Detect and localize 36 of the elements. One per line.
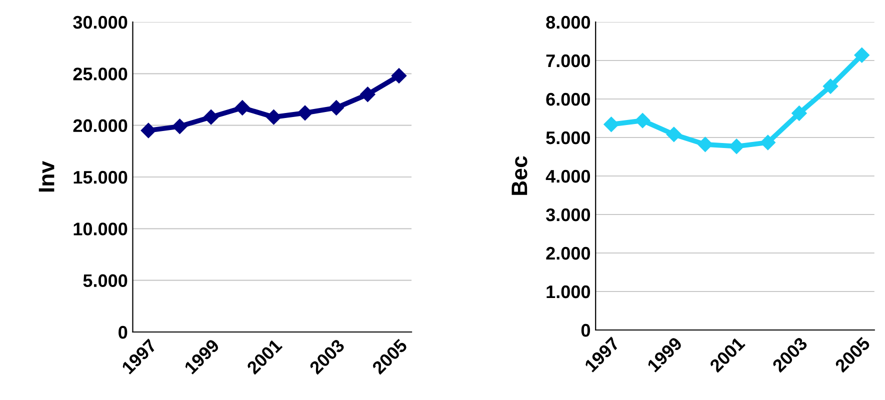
y-axis-title: Bec bbox=[512, 156, 528, 195]
point bbox=[666, 126, 682, 142]
y-tick-label: 1.000 bbox=[546, 285, 590, 298]
point bbox=[854, 48, 870, 63]
point bbox=[266, 109, 282, 125]
y-tick-label: 10.000 bbox=[74, 222, 128, 236]
y-tick-label: 7.000 bbox=[546, 54, 590, 68]
point bbox=[391, 68, 407, 84]
point bbox=[203, 109, 219, 125]
y-tick-label: 30.000 bbox=[73, 16, 128, 29]
point bbox=[822, 78, 838, 94]
point bbox=[172, 118, 188, 134]
point bbox=[698, 136, 713, 152]
y-tick-label: 25.000 bbox=[73, 68, 128, 80]
y-tick-label: 8.000 bbox=[546, 16, 590, 29]
y-tick-label: 15.000 bbox=[74, 170, 128, 184]
y-tick-label: 2.000 bbox=[546, 246, 590, 260]
point bbox=[328, 100, 344, 116]
point bbox=[297, 105, 313, 121]
point bbox=[360, 86, 376, 102]
point bbox=[760, 134, 776, 150]
y-tick-label: 0 bbox=[118, 326, 128, 339]
point bbox=[234, 100, 250, 116]
y-axis-title: Inv bbox=[38, 161, 54, 192]
point bbox=[728, 138, 744, 154]
y-tick-label: 4.000 bbox=[546, 170, 590, 183]
point bbox=[792, 106, 807, 121]
y-tick-label: 3.000 bbox=[546, 208, 590, 222]
y-tick-label: 5.000 bbox=[546, 131, 590, 144]
point bbox=[604, 116, 619, 132]
point bbox=[140, 122, 156, 138]
y-tick-label: 20.000 bbox=[73, 119, 128, 132]
y-tick-label: 6.000 bbox=[546, 92, 590, 106]
y-tick-label: 0 bbox=[581, 324, 590, 337]
y-tick-label: 5.000 bbox=[83, 274, 128, 288]
point bbox=[635, 112, 650, 128]
